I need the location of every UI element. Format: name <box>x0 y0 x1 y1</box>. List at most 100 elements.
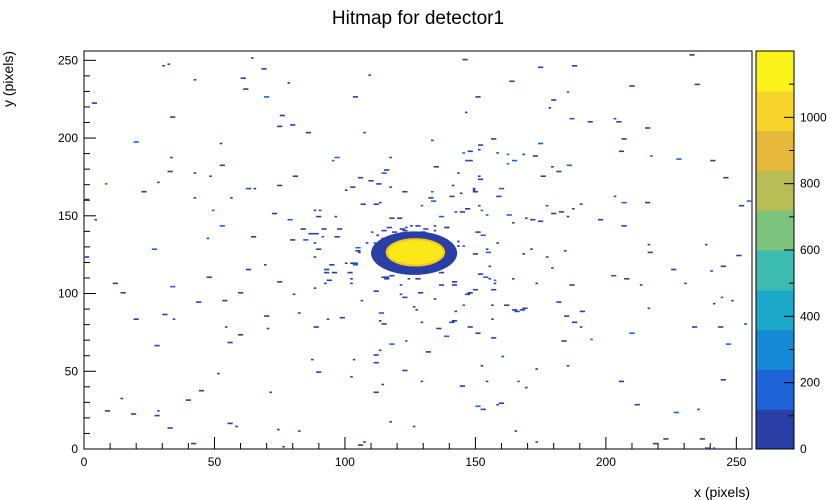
colorbar-band <box>756 70 794 92</box>
hit-cell <box>355 250 361 252</box>
hit-cell <box>509 80 515 83</box>
hit-cell <box>457 172 460 174</box>
y-axis: 0 50 100 150 200 250 <box>58 53 96 456</box>
hit-cell <box>566 365 570 367</box>
hit-cell <box>522 153 525 156</box>
hit-cell <box>167 170 173 173</box>
hit-cell <box>316 215 322 218</box>
hit-cell <box>624 278 630 280</box>
hit-cell <box>566 164 572 167</box>
hit-cell <box>467 159 473 162</box>
hit-cell <box>446 226 450 229</box>
hit-cell <box>405 340 408 342</box>
hit-cell <box>621 201 627 204</box>
hit-cell <box>389 217 395 219</box>
colorbar-band <box>756 329 794 350</box>
hit-cell <box>462 304 465 306</box>
hit-cell <box>373 361 379 364</box>
hit-cell <box>313 209 317 212</box>
hit-cell <box>472 190 478 193</box>
hit-cell <box>321 236 325 238</box>
hit-cell <box>459 211 465 213</box>
hit-cell <box>277 125 283 128</box>
hit-cell <box>535 282 538 285</box>
hit-cell <box>572 321 578 324</box>
hit-cell <box>368 74 371 76</box>
hit-cell <box>292 293 296 296</box>
colorbar-band <box>756 429 794 450</box>
hit-cell <box>389 156 392 159</box>
hit-cell <box>613 195 617 198</box>
hit-cell <box>324 282 327 285</box>
hit-cell <box>133 141 139 143</box>
hit-cell <box>167 63 171 65</box>
hit-hotspot <box>385 238 446 267</box>
hit-cell <box>433 166 439 168</box>
hit-cell <box>720 265 726 268</box>
hit-cell <box>712 447 716 449</box>
y-tick-label: 50 <box>65 364 79 378</box>
colorbar-band <box>756 389 794 410</box>
hit-cell <box>488 278 492 280</box>
hit-cell <box>334 156 340 159</box>
hit-cell <box>506 162 510 165</box>
hit-cell <box>739 204 745 207</box>
hit-cell <box>444 335 450 338</box>
colorbar-band <box>756 51 794 72</box>
hit-cell <box>402 190 408 193</box>
hit-cell <box>433 298 437 300</box>
hit-cell <box>488 265 492 268</box>
hit-cell <box>579 310 585 313</box>
hit-cell <box>154 344 160 347</box>
hit-cell <box>151 248 157 250</box>
hit-cell <box>616 121 619 123</box>
hit-cell <box>91 102 97 104</box>
x-tick-label: 200 <box>596 455 616 469</box>
hit-cell <box>352 264 358 266</box>
hit-cell <box>493 282 497 285</box>
hit-cell <box>480 234 486 237</box>
hit-cell <box>170 116 176 118</box>
hit-cell <box>712 302 716 305</box>
hit-cell <box>248 187 251 190</box>
x-axis-label: x (pixels) <box>694 484 750 500</box>
hit-cell <box>431 190 434 193</box>
hit-cell <box>316 248 322 250</box>
hit-cell <box>530 218 536 221</box>
hit-cell <box>436 327 442 330</box>
hit-cell <box>431 139 434 142</box>
hit-cell <box>162 65 165 67</box>
hit-cell <box>355 246 361 249</box>
hit-cell <box>480 408 486 411</box>
hit-cell <box>334 215 338 218</box>
hit-cell <box>498 402 505 404</box>
hit-cell <box>551 212 557 215</box>
hit-cell <box>290 124 296 126</box>
hit-cell <box>318 209 322 212</box>
hit-cell <box>572 208 575 210</box>
x-tick-label: 50 <box>208 455 222 469</box>
hit-cell <box>321 228 327 230</box>
hit-cell <box>501 355 505 358</box>
hit-cell <box>438 284 445 286</box>
hit-cell <box>498 187 505 190</box>
hit-cell <box>94 218 97 221</box>
hit-cell <box>230 197 233 199</box>
hit-cell <box>287 82 291 84</box>
hit-cell <box>120 397 124 400</box>
hit-cell <box>381 276 387 278</box>
colorbar-tick-label: 400 <box>800 309 820 323</box>
hit-cell <box>235 425 238 428</box>
hit-cell <box>673 411 679 414</box>
hit-cell <box>245 268 251 271</box>
hit-cell <box>634 403 640 406</box>
hit-cell <box>710 159 716 162</box>
hit-cell <box>462 245 465 247</box>
hit-cell <box>373 242 377 244</box>
hit-cell <box>290 239 296 241</box>
hit-cell <box>425 351 431 353</box>
hit-cell <box>154 414 160 417</box>
color-scale-bar: 0 200 400 600 800 1000 <box>755 50 827 456</box>
hit-cell <box>378 349 382 352</box>
